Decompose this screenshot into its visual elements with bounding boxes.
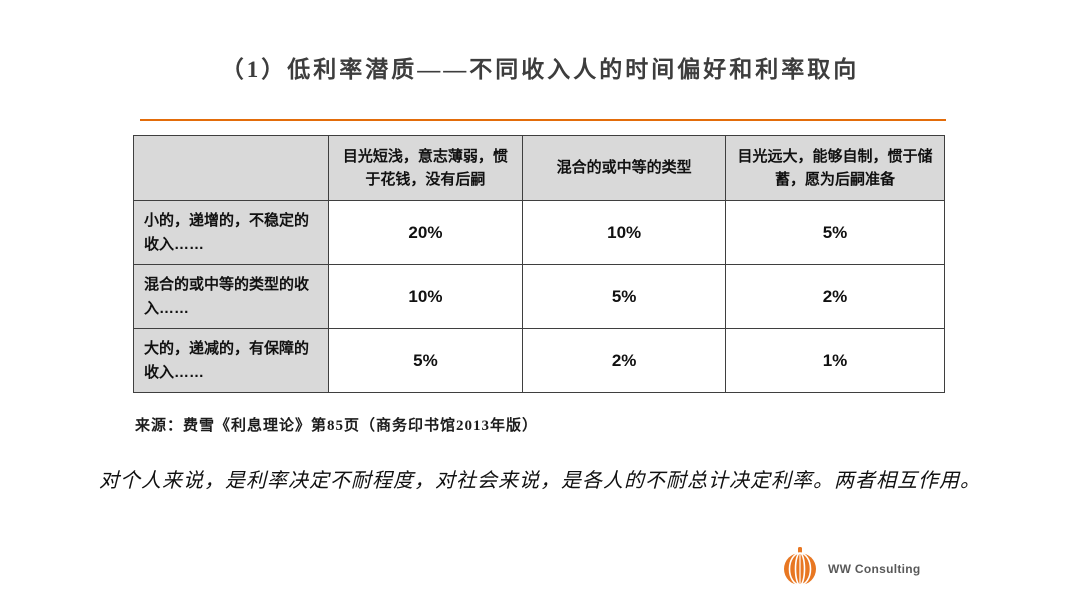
table-cell: 5% [522,264,726,329]
table-header-row: 目光短浅，意志薄弱，惯于花钱，没有后嗣 混合的或中等的类型 目光远大，能够自制，… [133,135,945,201]
column-header-saver: 目光远大，能够自制，惯于储蓄，愿为后嗣准备 [725,135,945,201]
table-row: 大的，递减的，有保障的收入…… 5% 2% 1% [133,328,945,393]
row-header-mixed-income: 混合的或中等的类型的收入…… [133,264,329,329]
source-note: 来源：费雪《利息理论》第85页（商务印书馆2013年版） [135,418,539,434]
table-row: 小的，递增的，不稳定的收入…… 20% 10% 5% [133,200,945,265]
table-cell: 2% [522,328,726,393]
page-title: （1）低利率潜质——不同收入人的时间偏好和利率取向 [220,57,860,82]
brand-logo: WW Consulting [782,546,921,591]
table-cell: 1% [725,328,945,393]
table-corner-cell [133,135,329,201]
column-header-spendthrift: 目光短浅，意志薄弱，惯于花钱，没有后嗣 [327,135,524,201]
interest-preference-table: 目光短浅，意志薄弱，惯于花钱，没有后嗣 混合的或中等的类型 目光远大，能够自制，… [133,135,945,393]
title-divider [140,119,946,121]
row-header-small-income: 小的，递增的，不稳定的收入…… [133,200,329,265]
ww-lantern-logo-icon [782,546,818,591]
table-cell: 5% [327,328,524,393]
table-cell: 10% [522,200,726,265]
row-header-large-income: 大的，递减的，有保障的收入…… [133,328,329,393]
column-header-mixed: 混合的或中等的类型 [522,135,726,201]
brand-name: WW Consulting [828,561,921,576]
footer-text: 对个人来说，是利率决定不耐程度，对社会来说，是各人的不耐总计决定利率。两者相互作… [99,470,981,492]
table-cell: 2% [725,264,945,329]
table-row: 混合的或中等的类型的收入…… 10% 5% 2% [133,264,945,329]
table-cell: 5% [725,200,945,265]
table-cell: 20% [327,200,524,265]
table-cell: 10% [327,264,524,329]
